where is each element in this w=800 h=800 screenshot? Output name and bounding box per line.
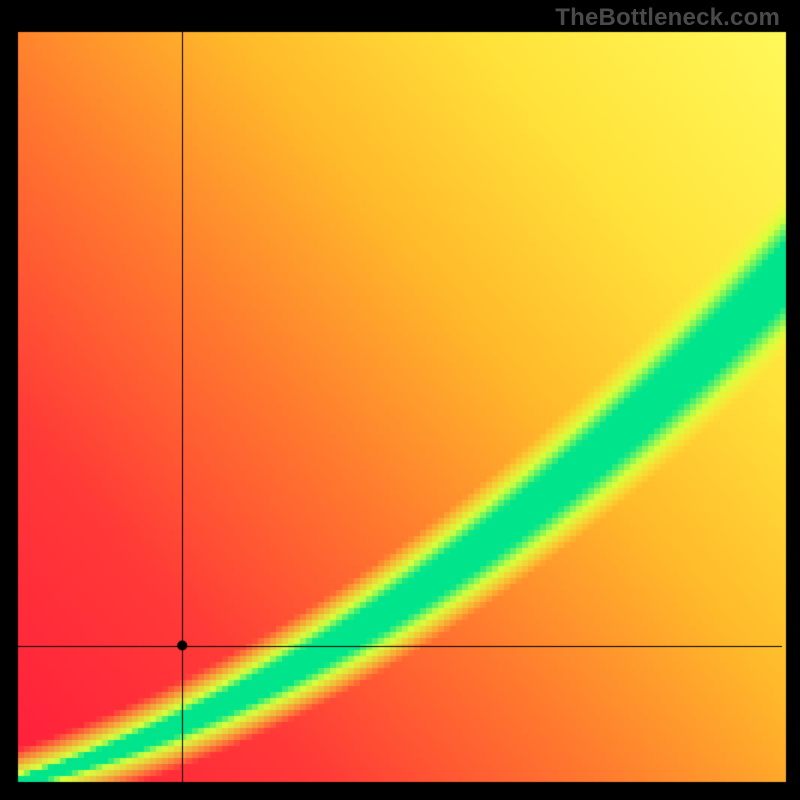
watermark-text: TheBottleneck.com [555, 4, 780, 32]
bottleneck-heatmap-canvas [0, 0, 800, 800]
heatmap-stage [0, 0, 800, 800]
